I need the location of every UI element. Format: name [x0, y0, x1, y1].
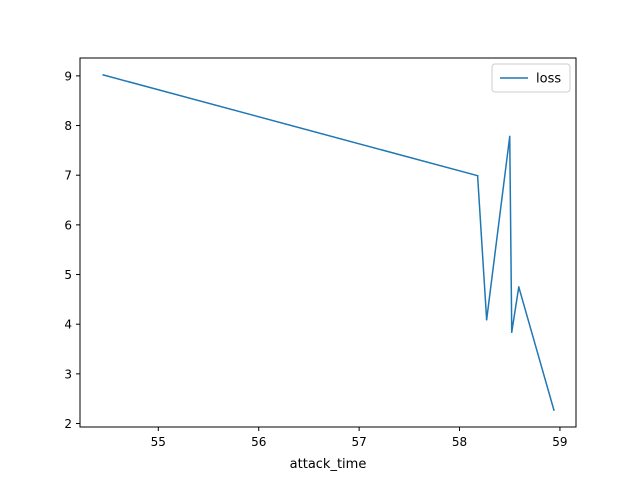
x-tick-label: 58 [452, 435, 467, 449]
x-axis-label: attack_time [290, 457, 367, 472]
y-tick-label: 7 [64, 169, 72, 183]
data-point [553, 409, 555, 411]
y-tick-label: 4 [64, 318, 72, 332]
legend-label: loss [536, 72, 561, 87]
legend-box [491, 63, 571, 93]
y-axis: 2 3 4 5 6 7 8 9 [64, 69, 80, 431]
x-tick-label: 56 [251, 435, 266, 449]
y-tick-label: 8 [64, 119, 72, 133]
data-point [476, 174, 479, 177]
data-point [485, 318, 488, 321]
x-tick-label: 57 [351, 435, 366, 449]
x-axis: 55 56 57 58 59 [151, 427, 568, 449]
y-tick-label: 6 [64, 218, 72, 232]
y-tick-label: 2 [64, 417, 72, 431]
series-layer [102, 74, 555, 411]
plot-area [79, 57, 577, 428]
data-point [508, 135, 511, 138]
data-point [510, 331, 513, 333]
data-point [102, 74, 104, 76]
legend: loss [491, 63, 571, 93]
y-tick-label: 3 [64, 367, 72, 381]
y-tick-label: 5 [64, 268, 72, 282]
x-tick-label: 59 [552, 435, 567, 449]
data-point [517, 286, 520, 288]
y-tick-label: 9 [64, 69, 72, 83]
x-tick-label: 55 [151, 435, 166, 449]
